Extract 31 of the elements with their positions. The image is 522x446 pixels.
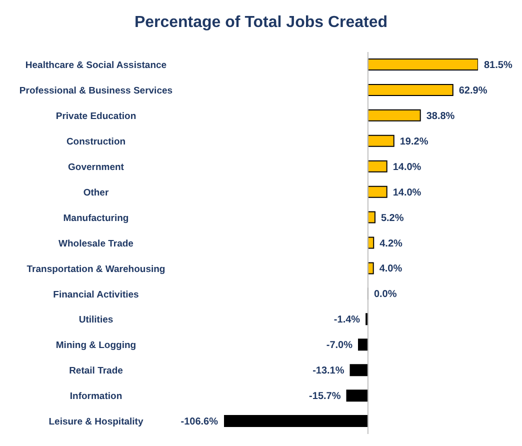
y-tick-label: Financial Activities xyxy=(53,289,139,300)
y-tick-label: Healthcare & Social Assistance xyxy=(25,60,167,72)
data-label: 5.2% xyxy=(380,212,404,224)
chart-title: Percentage of Total Jobs Created xyxy=(133,13,389,33)
y-tick-label: Wholesale Trade xyxy=(58,238,134,250)
y-tick-label: Utilities xyxy=(78,314,114,326)
data-label: 19.2% xyxy=(400,136,428,148)
data-label: -13.1% xyxy=(312,366,344,377)
y-tick-label: Manufacturing xyxy=(63,212,129,224)
data-label: 14.0% xyxy=(392,187,422,198)
data-label: 0.0% xyxy=(374,289,397,300)
y-tick-label: Construction xyxy=(66,136,126,148)
y-tick-label: Leisure & Hospitality xyxy=(48,416,144,428)
data-label: -1.4% xyxy=(334,314,360,326)
y-tick-label: Mining & Logging xyxy=(56,340,136,352)
y-tick-label: Retail Trade xyxy=(69,366,123,377)
data-label: -106.6% xyxy=(180,416,218,428)
data-label: 62.9% xyxy=(458,85,488,96)
y-tick-label: Professional & Business Services xyxy=(19,86,173,97)
y-tick-label: Private Education xyxy=(56,110,136,122)
data-label: 14.0% xyxy=(392,162,422,173)
y-tick-label: Other xyxy=(83,187,109,198)
y-tick-label: Transportation & Warehousing xyxy=(26,264,166,275)
data-label: 4.0% xyxy=(379,264,402,275)
data-label: -15.7% xyxy=(309,391,341,402)
y-tick-label: Information xyxy=(70,391,122,402)
data-label: -7.0% xyxy=(326,340,353,352)
data-label: 4.2% xyxy=(380,238,403,250)
y-tick-label: Government xyxy=(68,162,125,173)
data-label: 81.5% xyxy=(484,60,512,71)
data-label: 38.8% xyxy=(426,110,455,122)
